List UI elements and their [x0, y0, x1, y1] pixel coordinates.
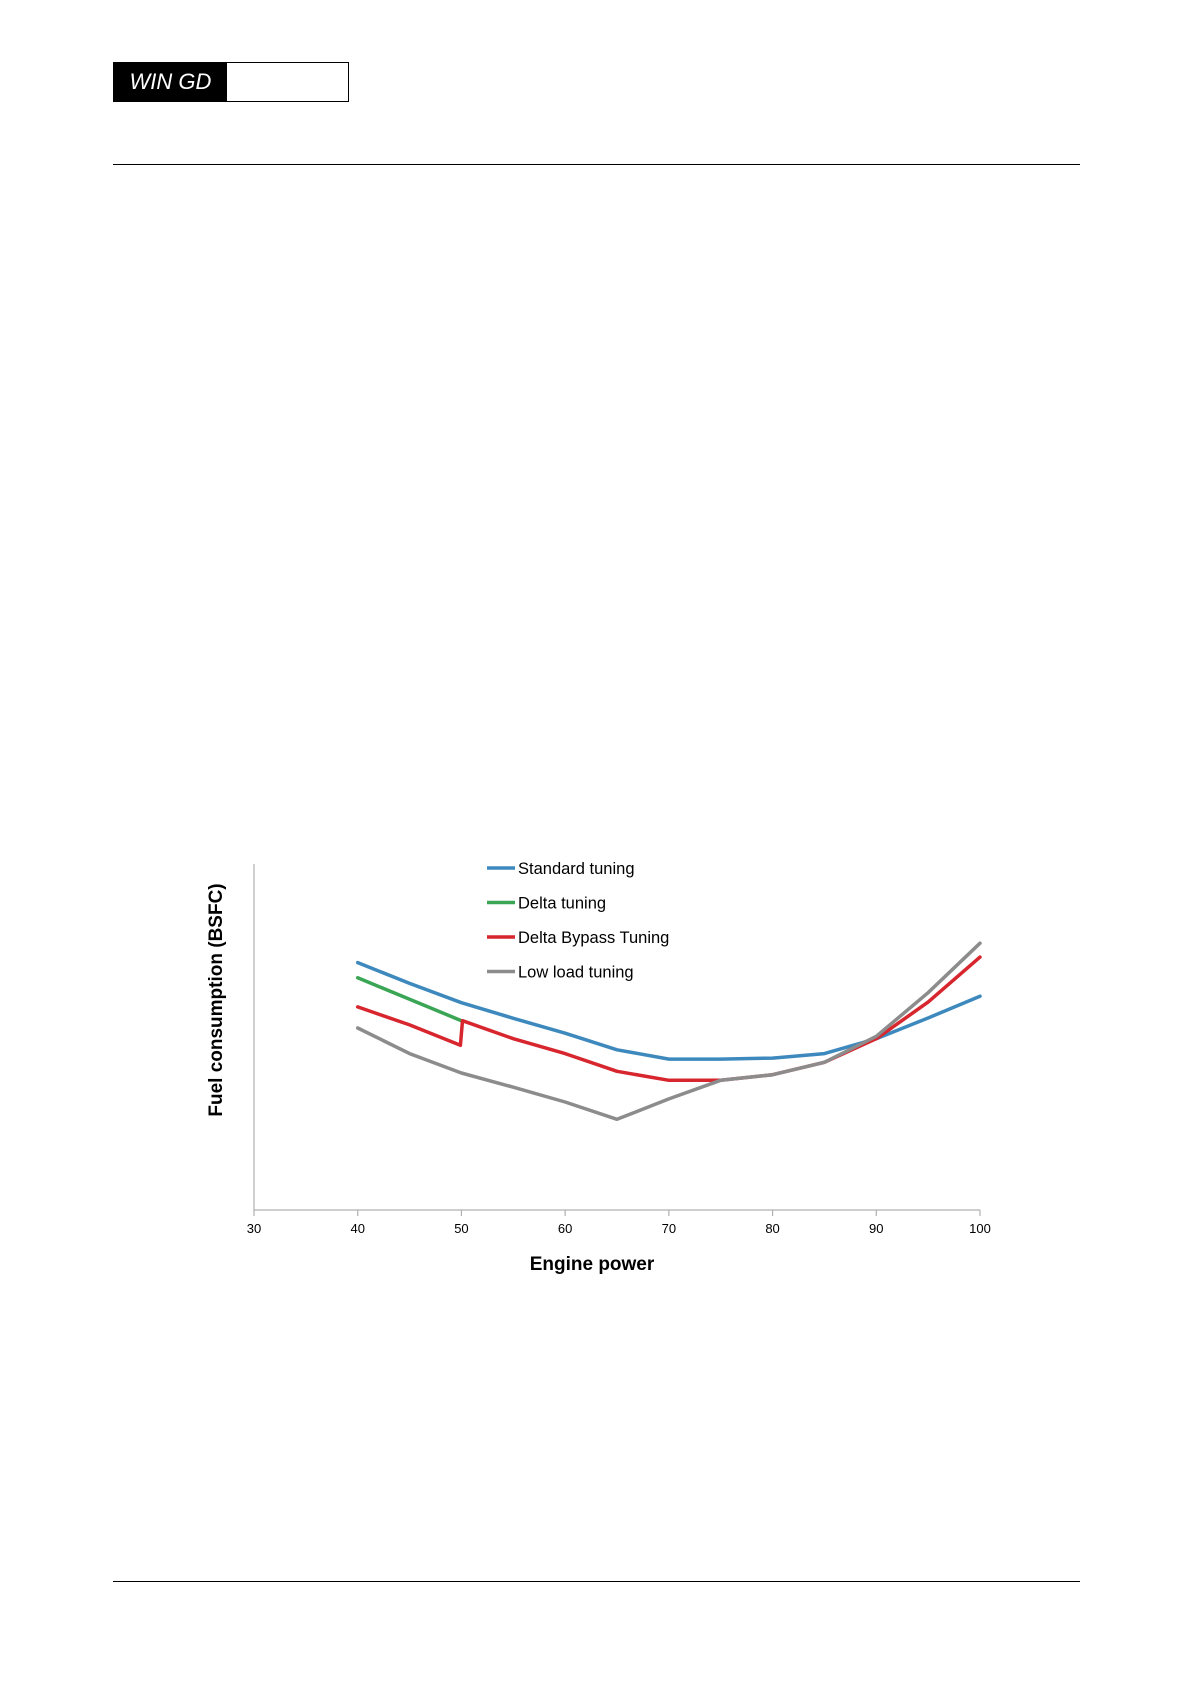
logo-text: WIN GD — [114, 63, 227, 101]
x-axis-label: Engine power — [530, 1254, 655, 1275]
chart-series — [355, 941, 982, 1122]
series-line-1 — [355, 976, 464, 1023]
x-tick-label: 40 — [350, 1221, 364, 1236]
footer-rule — [113, 1581, 1080, 1582]
legend-label-3: Low load tuning — [518, 964, 634, 982]
x-tick-label: 80 — [765, 1221, 779, 1236]
chart-legend: Standard tuning Delta tuning Delta Bypass … — [487, 860, 669, 982]
legend-label-1: Delta tuning — [518, 895, 606, 913]
logo: WIN GD — [113, 62, 349, 102]
x-tick-label: 30 — [247, 1221, 261, 1236]
x-tick-label: 70 — [662, 1221, 676, 1236]
chart-axes: 30 40 50 60 70 80 90 100 — [247, 864, 991, 1236]
legend-label-2: Delta Bypass Tuning — [518, 929, 669, 947]
legend-label-0: Standard tuning — [518, 860, 635, 878]
y-axis-label: Fuel consumption (BSFC) — [206, 883, 227, 1116]
series-line-3 — [355, 941, 982, 1122]
header-rule — [113, 164, 1080, 165]
series-line-2 — [355, 955, 982, 1083]
x-tick-label: 90 — [869, 1221, 883, 1236]
x-tick-label: 100 — [969, 1221, 991, 1236]
x-tick-label: 50 — [454, 1221, 468, 1236]
series-line-0 — [355, 960, 982, 1061]
x-tick-label: 60 — [558, 1221, 572, 1236]
